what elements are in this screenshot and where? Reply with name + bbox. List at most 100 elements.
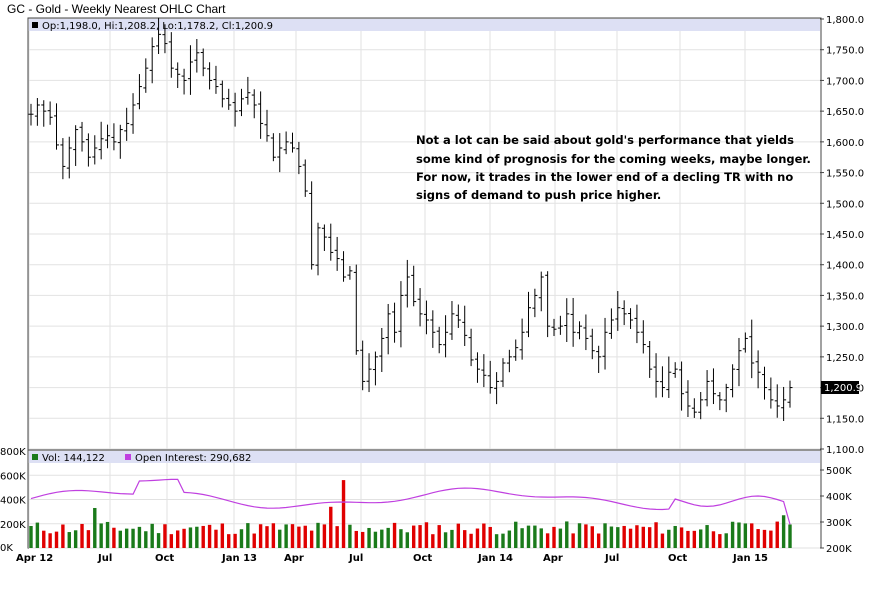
volume-bar [341,480,346,548]
volume-bar [469,533,473,548]
volume-bar [131,528,135,548]
chart-title: GC - Gold - Weekly Nearest OHLC Chart [7,2,226,16]
last-price-box [821,381,859,394]
volume-bar [596,533,601,548]
volume-bar [737,522,741,548]
price-grid [28,18,820,450]
volume-bar [207,524,212,548]
volume-bar [360,531,365,548]
volume-bar [456,523,461,548]
price-tick-label: 1,600.0 [826,138,864,149]
volume-bar [622,525,626,548]
volume-bar [539,528,543,548]
x-tick-label: Oct [668,553,687,564]
volume-bar [775,521,779,548]
volume-bar [201,525,205,548]
volume-bar [411,525,416,548]
volume-bar [577,523,582,548]
volume-bar [258,524,263,548]
volume-bar [29,525,33,548]
volume-left-tick-label: 0K [0,543,13,554]
volume-bar [80,523,84,548]
volume-bar [188,527,193,548]
volume-bar [233,533,237,548]
price-legend: Op:1,198.0, Hi:1,208.2, Lo:1,178.2, Cl:1… [42,21,273,32]
volume-bar [156,533,161,548]
volume-bar [635,525,639,548]
volume-bar [175,530,180,548]
volume-bar [386,527,390,548]
volume-legend-swatch [32,454,38,460]
volume-bar [482,523,486,548]
volume-bar [437,525,441,548]
volume-left-tick-label: 800K [0,447,26,458]
price-tick-label: 1,150.0 [826,414,864,425]
volume-right-tick-label: 300K [826,518,852,529]
price-tick-label: 1,100.0 [826,445,864,456]
volume-bar [603,523,607,548]
volume-bar [756,529,760,548]
volume-legend-bar [29,451,820,463]
x-tick-label: Apr [543,553,563,564]
volume-bar [316,522,320,548]
price-tick-label: 1,500.0 [826,199,864,210]
volume-bar [290,524,295,548]
volume-bar [61,524,65,548]
price-tick-label: 1,450.0 [826,230,864,241]
price-tick-label: 1,350.0 [826,291,864,302]
price-tick-label: 1,800.0 [826,15,864,26]
volume-bar [99,523,103,548]
volume-bar [278,529,282,548]
volume-right-tick-label: 400K [826,492,852,503]
volume-bar [673,525,677,548]
price-tick-label: 1,700.0 [826,76,864,87]
volume-bar [647,527,652,548]
x-tick-label: Jan 13 [221,553,257,564]
volume-bar [367,527,371,548]
volume-bar [762,529,767,548]
oi-legend-swatch [125,454,131,460]
volume-bar [227,534,231,548]
volume-bar [354,530,358,548]
volume-bar [590,526,594,548]
volume-bar [788,524,792,548]
volume-bar [443,532,448,548]
volume-bar [718,534,722,548]
x-tick-label: Jul [604,553,619,564]
volume-bar [667,529,671,548]
volume-axis-left: 800K 600K 400K 200K 0K [0,447,26,554]
annotation: Not a lot can be said about gold's perfo… [416,133,811,202]
volume-bar [781,515,786,548]
volume-bar [730,521,735,548]
x-tick-label: Oct [155,553,174,564]
price-tick-label: 1,400.0 [826,261,864,272]
price-tick-label: 1,300.0 [826,322,864,333]
oi-legend: Open Interest: 290,682 [135,453,251,464]
volume-bar [545,533,550,548]
volume-bar [424,522,429,548]
volume-bar [769,530,773,548]
volume-bar [558,528,563,548]
volume-bar [475,528,480,548]
volume-bar [271,523,276,548]
volume-bar [265,526,269,548]
volume-bar [309,530,314,548]
volume-bar [169,534,174,548]
volume-bar [711,531,716,548]
volume-bar [565,521,569,548]
volume-bar [584,524,588,548]
volume-bar [609,526,614,548]
volume-bar [692,530,697,548]
volume-bar [284,524,288,548]
volume-bar [616,527,620,548]
x-tick-label: Jul [348,553,363,564]
x-tick-label: Jul [97,553,112,564]
volume-left-tick-label: 400K [0,496,26,507]
volume-bar [628,528,633,548]
volume-bar [124,528,129,548]
volume-bar [494,534,499,548]
price-tick-label: 1,550.0 [826,169,864,180]
volume-bar [105,521,110,548]
x-tick-label: Apr 12 [16,553,53,564]
